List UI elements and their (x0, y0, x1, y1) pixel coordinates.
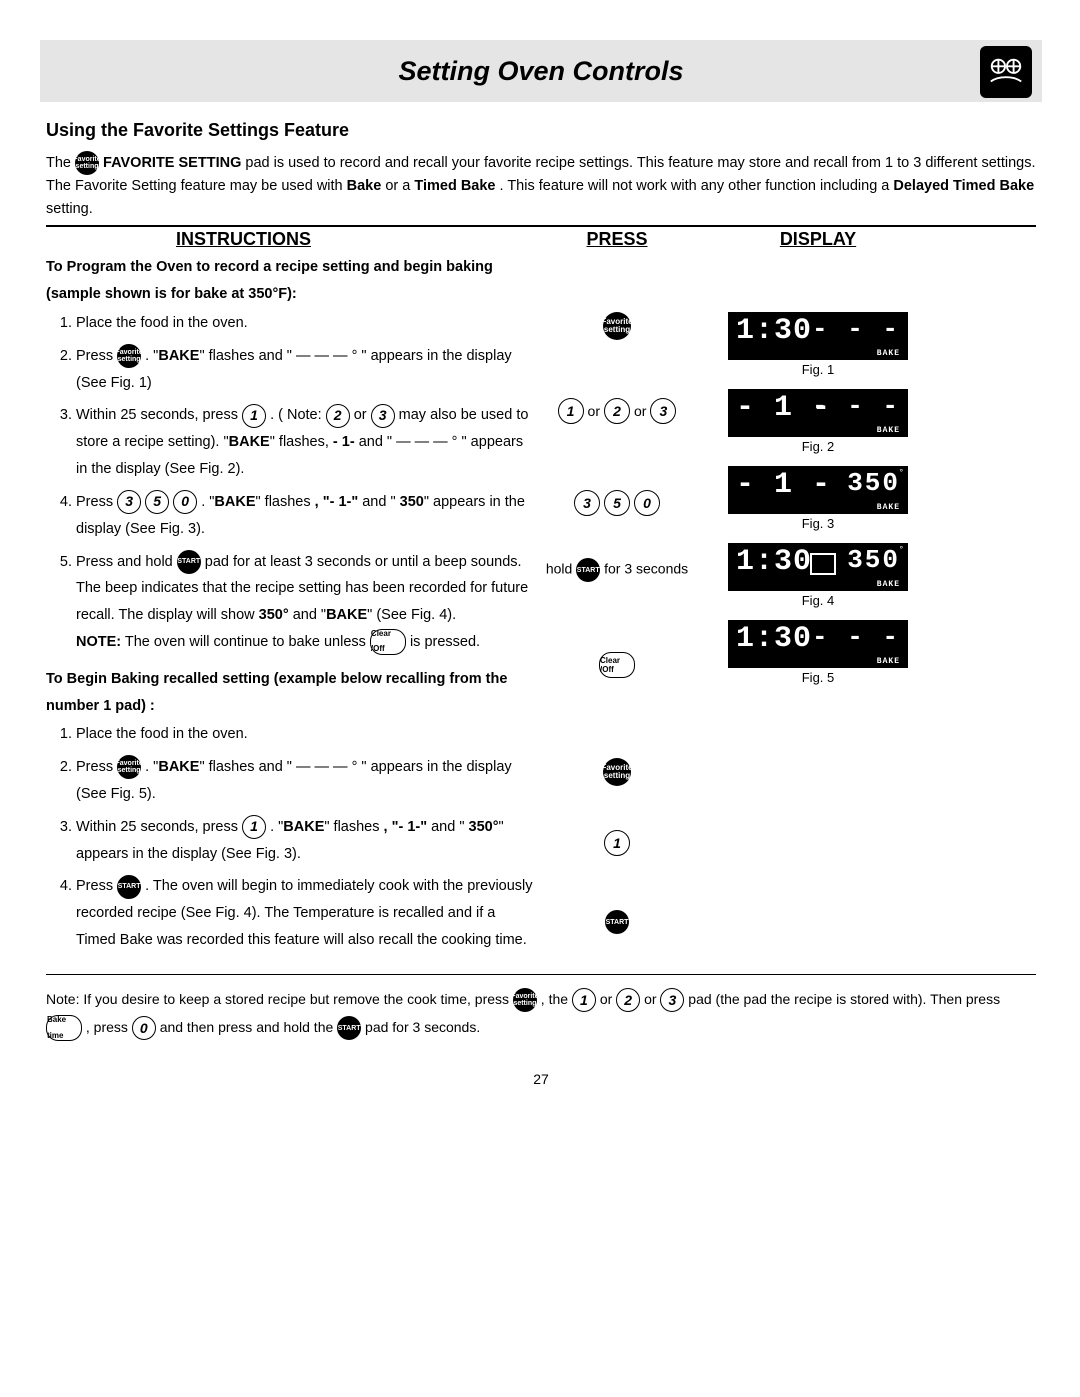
keypad-2-icon: 2 (604, 398, 630, 424)
fig2-caption: Fig. 2 (728, 439, 908, 454)
col-head-instructions: INSTRUCTIONS (46, 229, 536, 254)
display-column: 1:30 - - - BAKE Fig. 1 - 1 - - - - BAKE … (698, 254, 938, 964)
start-pad-icon: START (605, 910, 629, 934)
page-number: 27 (40, 1071, 1042, 1087)
keypad-3-icon: 3 (371, 404, 395, 428)
keypad-2-icon: 2 (616, 988, 640, 1012)
press-column: Favorite setting 1 or 2 or 3 3 5 0 hold … (542, 254, 692, 964)
favorite-setting-pad-icon: Favorite setting (117, 755, 141, 779)
intro-paragraph: The Favorite setting FAVORITE SETTING pa… (46, 151, 1042, 221)
keypad-0-icon: 0 (132, 1016, 156, 1040)
footnote: Note: If you desire to keep a stored rec… (46, 985, 1036, 1041)
page-title: Setting Oven Controls (398, 56, 683, 87)
display-fig5: 1:30 - - - BAKE (728, 620, 908, 668)
keypad-3-icon: 3 (117, 490, 141, 514)
favorite-setting-pad-icon: Favorite setting (513, 988, 537, 1012)
favorite-setting-pad-icon: Favorite setting (603, 758, 631, 786)
favorite-setting-pad-icon: Favorite setting (603, 312, 631, 340)
keypad-1-icon: 1 (604, 830, 630, 856)
keypad-3-icon: 3 (660, 988, 684, 1012)
display-fig3: - 1 - 350 ° BAKE (728, 466, 908, 514)
fig4-caption: Fig. 4 (728, 593, 908, 608)
keypad-1-icon: 1 (558, 398, 584, 424)
keypad-1-icon: 1 (242, 815, 266, 839)
step-b2: Press Favorite setting . "BAKE" flashes … (76, 754, 536, 808)
keypad-2-icon: 2 (326, 404, 350, 428)
procedure-a-heading: To Program the Oven to record a recipe s… (46, 254, 536, 308)
title-bar: Setting Oven Controls (40, 40, 1042, 102)
fig1-caption: Fig. 1 (728, 362, 908, 377)
step-a5: Press and hold START pad for at least 3 … (76, 549, 536, 656)
procedure-a-steps: Place the food in the oven. Press Favori… (46, 310, 536, 656)
col-head-display: DISPLAY (698, 229, 938, 254)
press-stack-b: Favorite setting 1 START (542, 678, 692, 934)
step-a1: Place the food in the oven. (76, 310, 536, 337)
keypad-1-icon: 1 (242, 404, 266, 428)
start-pad-icon: START (576, 558, 600, 582)
procedure-b-steps: Place the food in the oven. Press Favori… (46, 721, 536, 954)
separator (46, 974, 1036, 975)
display-fig2: - 1 - - - - BAKE (728, 389, 908, 437)
press-stack-a: Favorite setting 1 or 2 or 3 3 5 0 hold … (542, 254, 692, 678)
step-a3: Within 25 seconds, press 1 . ( Note: 2 o… (76, 402, 536, 482)
timer-box-icon (810, 553, 836, 575)
instructions-column: To Program the Oven to record a recipe s… (46, 254, 536, 964)
keypad-5-icon: 5 (145, 490, 169, 514)
clear-off-pad-icon: Clear /Off (370, 629, 406, 655)
three-column-layout: INSTRUCTIONS PRESS DISPLAY To Program th… (46, 225, 1036, 964)
favorite-setting-pad-icon: Favorite setting (75, 151, 99, 175)
section-heading: Using the Favorite Settings Feature (46, 120, 1042, 141)
start-pad-icon: START (337, 1016, 361, 1040)
keypad-3-icon: 3 (650, 398, 676, 424)
start-pad-icon: START (177, 550, 201, 574)
fig3-caption: Fig. 3 (728, 516, 908, 531)
page: Setting Oven Controls Using the Favorite… (0, 0, 1080, 1127)
display-fig4: 1:30 350 ° BAKE (728, 543, 908, 591)
display-fig1: 1:30 - - - BAKE (728, 312, 908, 360)
start-pad-icon: START (117, 875, 141, 899)
keypad-0-icon: 0 (634, 490, 660, 516)
keypad-5-icon: 5 (604, 490, 630, 516)
col-head-press: PRESS (542, 229, 692, 254)
step-b4: Press START . The oven will begin to imm… (76, 873, 536, 953)
step-a2: Press Favorite setting . "BAKE" flashes … (76, 343, 536, 397)
oven-controls-icon (980, 46, 1032, 98)
keypad-0-icon: 0 (173, 490, 197, 514)
procedure-b-heading: To Begin Baking recalled setting (exampl… (46, 666, 536, 720)
keypad-1-icon: 1 (572, 988, 596, 1012)
keypad-3-icon: 3 (574, 490, 600, 516)
fig5-caption: Fig. 5 (728, 670, 908, 685)
favorite-setting-pad-icon: Favorite setting (117, 344, 141, 368)
step-b1: Place the food in the oven. (76, 721, 536, 748)
bake-time-pad-icon: Bake time (46, 1015, 82, 1041)
step-b3: Within 25 seconds, press 1 . "BAKE" flas… (76, 814, 536, 868)
clear-off-pad-icon: Clear /Off (599, 652, 635, 678)
step-a4: Press 3 5 0 . "BAKE" flashes , "- 1-" an… (76, 489, 536, 543)
